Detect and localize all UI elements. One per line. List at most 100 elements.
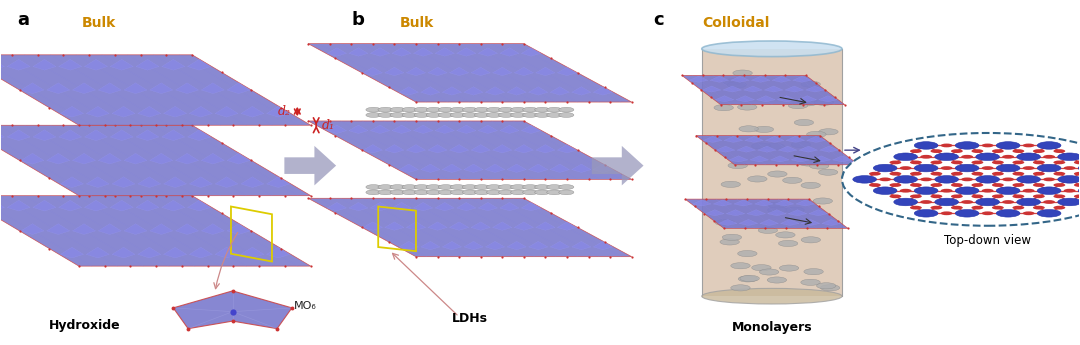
Circle shape	[759, 269, 779, 275]
Circle shape	[971, 149, 983, 153]
Circle shape	[1032, 206, 1044, 209]
Circle shape	[366, 107, 381, 112]
Circle shape	[486, 185, 501, 189]
Polygon shape	[327, 202, 347, 211]
Polygon shape	[162, 130, 185, 141]
Circle shape	[915, 164, 939, 172]
Polygon shape	[737, 146, 756, 152]
Polygon shape	[812, 156, 831, 162]
Polygon shape	[550, 241, 569, 250]
Circle shape	[535, 190, 550, 195]
Polygon shape	[514, 145, 534, 153]
Circle shape	[996, 142, 1020, 149]
Circle shape	[486, 112, 501, 117]
Polygon shape	[500, 202, 519, 211]
Circle shape	[819, 129, 838, 135]
Polygon shape	[528, 241, 548, 250]
Polygon shape	[0, 55, 311, 125]
Polygon shape	[188, 130, 211, 141]
Polygon shape	[528, 164, 548, 172]
Polygon shape	[692, 200, 712, 206]
Polygon shape	[592, 146, 644, 185]
Circle shape	[474, 190, 489, 195]
Polygon shape	[471, 145, 490, 153]
Circle shape	[739, 276, 757, 282]
Circle shape	[486, 107, 501, 112]
Polygon shape	[457, 48, 476, 56]
Polygon shape	[138, 247, 161, 258]
Circle shape	[807, 131, 826, 137]
Polygon shape	[685, 199, 848, 228]
Circle shape	[1057, 198, 1080, 206]
Polygon shape	[98, 153, 121, 164]
Circle shape	[523, 185, 538, 189]
Polygon shape	[557, 145, 577, 153]
Circle shape	[450, 190, 465, 195]
Polygon shape	[0, 196, 311, 266]
Circle shape	[991, 183, 1003, 187]
Circle shape	[1078, 164, 1080, 172]
Circle shape	[1057, 153, 1080, 160]
Polygon shape	[370, 202, 390, 211]
Polygon shape	[507, 87, 526, 95]
Circle shape	[1037, 164, 1061, 172]
Circle shape	[499, 112, 514, 117]
Polygon shape	[528, 87, 548, 95]
Circle shape	[523, 112, 538, 117]
Circle shape	[971, 172, 983, 176]
Polygon shape	[58, 59, 82, 70]
Circle shape	[951, 206, 962, 209]
Circle shape	[511, 185, 526, 189]
Polygon shape	[72, 224, 96, 235]
Circle shape	[814, 99, 834, 105]
Circle shape	[798, 100, 818, 106]
Polygon shape	[522, 202, 541, 211]
Circle shape	[879, 177, 891, 181]
Circle shape	[523, 190, 538, 195]
Polygon shape	[21, 224, 44, 235]
Text: b: b	[351, 11, 364, 29]
Polygon shape	[86, 106, 109, 117]
Circle shape	[378, 107, 393, 112]
Polygon shape	[8, 130, 30, 141]
Polygon shape	[801, 219, 820, 226]
Circle shape	[738, 104, 757, 110]
Circle shape	[1032, 172, 1044, 176]
Circle shape	[920, 155, 932, 159]
Polygon shape	[162, 59, 185, 70]
Polygon shape	[370, 125, 390, 134]
Circle shape	[1037, 187, 1061, 195]
Polygon shape	[0, 59, 4, 70]
Circle shape	[728, 162, 747, 169]
Circle shape	[971, 160, 983, 164]
Polygon shape	[414, 48, 433, 56]
Circle shape	[558, 190, 573, 195]
Polygon shape	[723, 86, 742, 92]
Polygon shape	[536, 222, 555, 230]
Polygon shape	[136, 59, 159, 70]
Text: Colloidal: Colloidal	[702, 16, 769, 30]
Polygon shape	[781, 219, 799, 226]
Circle shape	[931, 172, 943, 176]
Polygon shape	[807, 136, 825, 142]
Circle shape	[721, 181, 741, 187]
Circle shape	[1074, 160, 1080, 164]
Circle shape	[450, 107, 465, 112]
Polygon shape	[349, 125, 368, 134]
Polygon shape	[21, 153, 44, 164]
Polygon shape	[384, 222, 404, 230]
Circle shape	[931, 195, 943, 198]
Polygon shape	[703, 136, 721, 142]
Circle shape	[900, 189, 912, 193]
Circle shape	[931, 149, 943, 153]
Circle shape	[462, 185, 477, 189]
Circle shape	[785, 207, 805, 213]
Polygon shape	[442, 87, 461, 95]
Polygon shape	[734, 200, 753, 206]
Polygon shape	[124, 83, 147, 93]
Polygon shape	[392, 125, 411, 134]
Polygon shape	[820, 146, 838, 152]
Polygon shape	[392, 48, 411, 56]
Circle shape	[1012, 149, 1024, 153]
Circle shape	[1074, 172, 1080, 176]
